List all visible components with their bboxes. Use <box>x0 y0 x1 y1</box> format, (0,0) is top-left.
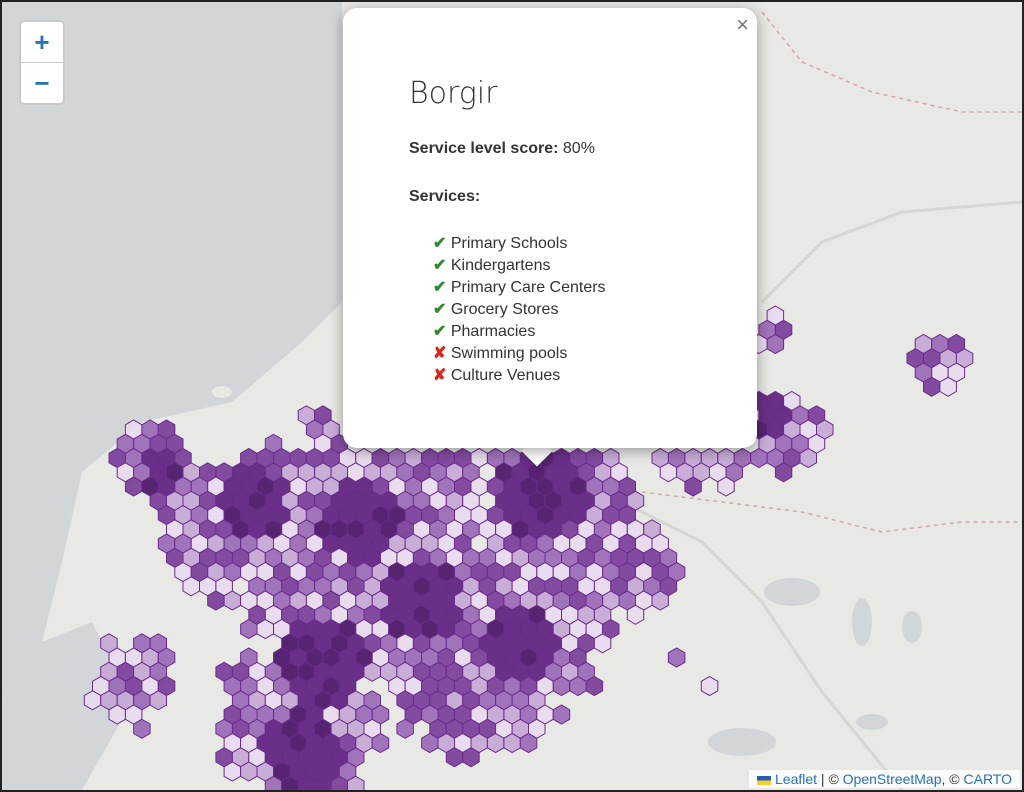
hex-cell[interactable] <box>223 761 242 782</box>
hex-cell[interactable] <box>462 747 480 768</box>
lake <box>764 578 820 606</box>
hex-cell[interactable] <box>923 376 941 397</box>
hex-cell[interactable] <box>363 661 381 682</box>
hex-cell[interactable] <box>445 747 464 768</box>
service-item: ✔ Primary Care Centers <box>433 277 606 299</box>
hex-cell[interactable] <box>651 590 669 611</box>
hex-cell[interactable] <box>297 775 316 790</box>
hex-cell[interactable] <box>256 618 274 640</box>
info-popup: × Borgir Service level score: 80% Servic… <box>343 8 757 448</box>
hex-cell[interactable] <box>750 447 768 469</box>
hex-cell[interactable] <box>626 604 645 625</box>
hex-cell[interactable] <box>108 704 126 725</box>
zoom-control: + − <box>19 20 65 105</box>
service-name: Primary Schools <box>446 235 568 252</box>
hex-cell[interactable] <box>371 732 390 754</box>
hex-cell[interactable] <box>667 647 686 668</box>
hex-grid[interactable] <box>83 305 974 790</box>
services-list: ✔ Primary Schools ✔ Kindergartens ✔ Primar… <box>433 233 606 387</box>
sea <box>2 2 342 702</box>
hex-cell[interactable] <box>396 718 414 739</box>
cross-icon: ✘ <box>433 345 447 362</box>
hex-cell[interactable] <box>281 775 299 790</box>
hex-cell[interactable] <box>124 476 143 497</box>
hex-cell[interactable] <box>330 775 348 790</box>
cross-icon: ✘ <box>433 367 447 384</box>
hex-cell[interactable] <box>182 576 200 597</box>
hex-cell[interactable] <box>700 675 719 697</box>
hex-cell[interactable] <box>149 690 167 711</box>
lake <box>708 728 776 756</box>
lake <box>852 598 872 646</box>
services-heading: Services: <box>409 188 481 205</box>
service-item: ✔ Primary Schools <box>433 233 606 255</box>
hex-cell[interactable] <box>569 675 587 697</box>
hex-cell[interactable] <box>552 704 571 725</box>
boundary <box>761 11 1022 113</box>
ukraine-flag-icon <box>757 775 771 785</box>
hex-cell[interactable] <box>585 675 604 697</box>
attribution: Leaflet | © OpenStreetMap, © CARTO <box>749 770 1020 788</box>
score-value: 80% <box>562 140 595 157</box>
lake <box>902 611 922 643</box>
attribution-sep: | © <box>817 771 843 787</box>
hex-cell[interactable] <box>659 462 678 483</box>
hex-cell[interactable] <box>133 718 151 739</box>
zoom-in-button[interactable]: + <box>34 27 50 57</box>
hex-cell[interactable] <box>799 447 817 469</box>
hex-cell[interactable] <box>223 590 242 611</box>
service-item: ✔ Kindergartens <box>433 255 606 277</box>
service-name: Kindergartens <box>446 257 551 274</box>
service-score: Service level score: 80% <box>409 140 595 158</box>
service-name: Swimming pools <box>446 345 568 362</box>
check-icon: ✔ <box>433 301 447 318</box>
hex-cell[interactable] <box>240 761 258 782</box>
hex-cell[interactable] <box>83 690 102 711</box>
hex-cell[interactable] <box>939 376 957 397</box>
service-item: ✔ Grocery Stores <box>433 299 606 321</box>
hex-cell[interactable] <box>240 618 258 640</box>
hex-cell[interactable] <box>684 476 702 497</box>
hex-cell[interactable] <box>503 732 521 754</box>
hex-cell[interactable] <box>593 633 612 654</box>
service-item: ✔ Pharmacies <box>433 321 606 343</box>
osm-link[interactable]: OpenStreetMap <box>842 771 942 787</box>
check-icon: ✔ <box>433 279 447 296</box>
service-name: Grocery Stores <box>446 301 559 318</box>
hex-cell[interactable] <box>207 590 225 611</box>
zoom-out-button[interactable]: − <box>21 62 63 103</box>
close-icon[interactable]: × <box>736 12 749 37</box>
islet <box>84 466 104 494</box>
sea-south <box>2 622 132 790</box>
hex-cell[interactable] <box>552 675 571 697</box>
hex-cell[interactable] <box>347 775 365 790</box>
service-item: ✘ Culture Venues <box>433 365 606 387</box>
popup-title: Borgir <box>409 76 498 111</box>
hex-cell[interactable] <box>421 732 439 754</box>
leaflet-link[interactable]: Leaflet <box>775 771 818 787</box>
road <box>621 500 904 790</box>
road <box>760 200 1022 304</box>
score-label: Service level score: <box>409 140 559 157</box>
hex-cell[interactable] <box>774 462 793 483</box>
lake <box>856 714 888 730</box>
service-item: ✘ Swimming pools <box>433 343 606 365</box>
boundary <box>641 491 1022 533</box>
attribution-sep: , © <box>941 771 964 787</box>
hex-cell[interactable] <box>519 732 538 754</box>
hex-cell[interactable] <box>717 476 735 497</box>
check-icon: ✔ <box>433 257 447 274</box>
check-icon: ✔ <box>433 323 447 340</box>
check-icon: ✔ <box>433 235 447 252</box>
hex-cell[interactable] <box>314 775 332 790</box>
service-name: Primary Care Centers <box>446 279 606 296</box>
carto-link[interactable]: CARTO <box>963 771 1013 787</box>
hex-cell[interactable] <box>766 333 785 355</box>
hex-cell[interactable] <box>486 732 505 754</box>
service-name: Pharmacies <box>446 323 536 340</box>
service-name: Culture Venues <box>446 367 561 384</box>
hex-cell[interactable] <box>264 775 283 790</box>
islet <box>212 386 232 398</box>
